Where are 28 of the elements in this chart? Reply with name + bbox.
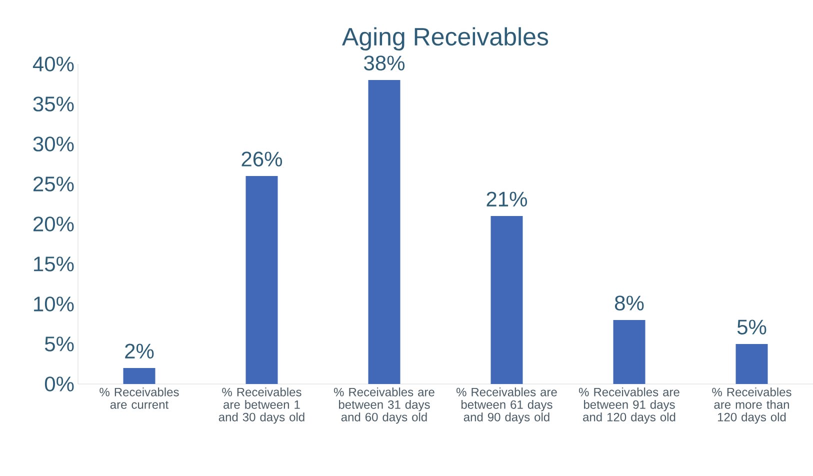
- data-label: 5%: [737, 320, 766, 334]
- x-tick-label: % Receivables are between 1 and 30 days old: [218, 388, 304, 424]
- bar: [490, 216, 523, 384]
- y-tick-label: 40%: [32, 56, 74, 72]
- y-tick-label: 35%: [33, 96, 74, 112]
- data-label: 38%: [364, 56, 405, 70]
- bar: [368, 80, 400, 384]
- bar: [123, 368, 156, 384]
- bar: [613, 320, 646, 384]
- data-label: 21%: [486, 192, 528, 206]
- y-tick-label: 20%: [34, 216, 74, 232]
- y-tick-label: 30%: [33, 136, 74, 152]
- y-tick-label: 10%: [34, 296, 74, 312]
- bar: [246, 176, 278, 384]
- bar: [736, 344, 768, 384]
- y-tick-label: 25%: [34, 176, 74, 192]
- x-tick-label: % Receivables are current: [100, 388, 179, 409]
- data-label: 26%: [242, 152, 282, 166]
- data-label: 2%: [125, 344, 154, 358]
- x-tick-label: % Receivables are more than 120 days old: [712, 388, 792, 424]
- chart-title: Aging Receivables: [342, 27, 548, 50]
- x-tick-label: % Receivables are between 91 days and 120 days old: [578, 388, 680, 424]
- x-tick-label: % Receivables are between 61 days and 90 days old: [456, 388, 557, 424]
- x-tick-label: % Receivables are between 31 days and 60 days old: [334, 388, 434, 424]
- y-tick-label: 5%: [44, 336, 74, 352]
- y-tick-label: 0%: [44, 376, 74, 392]
- data-label: 8%: [614, 296, 644, 310]
- y-tick-label: 15%: [34, 256, 74, 272]
